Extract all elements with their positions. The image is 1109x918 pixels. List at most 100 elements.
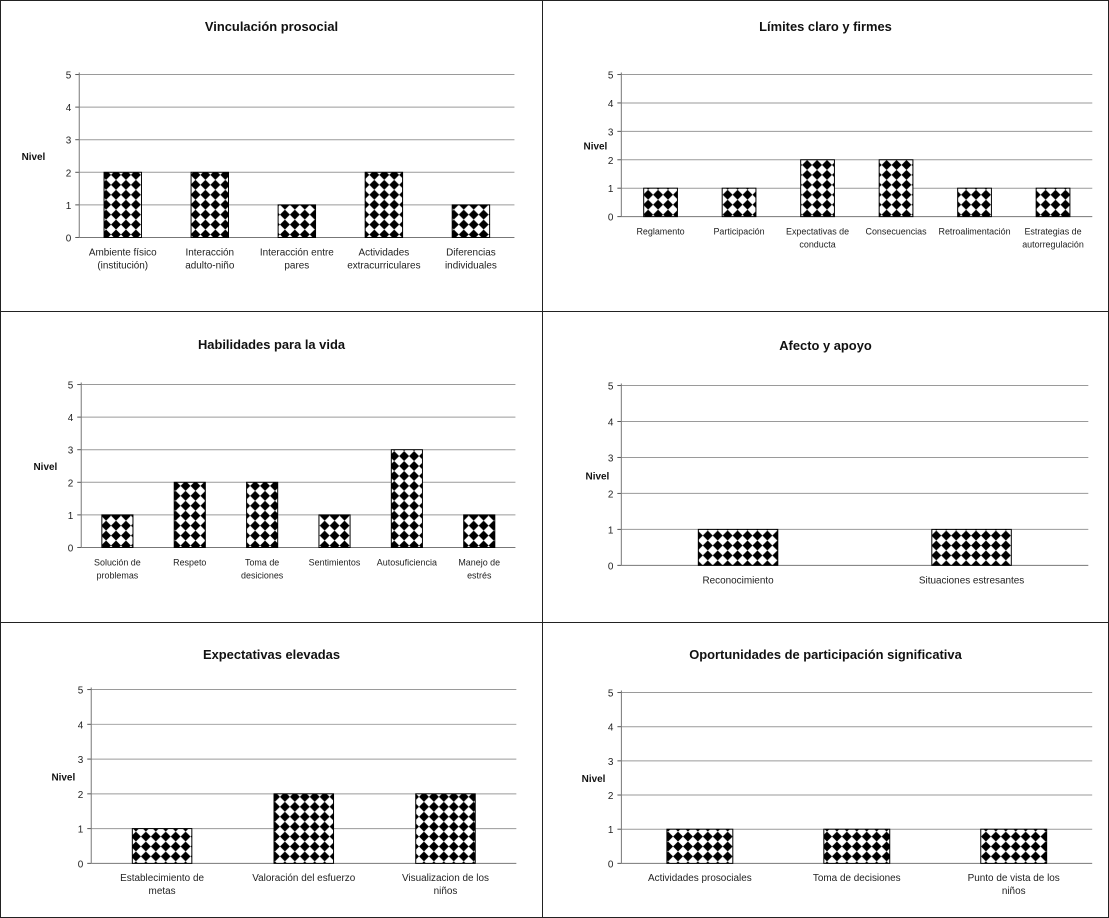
y-tick-label: 2 <box>68 478 74 489</box>
y-tick-label: 1 <box>608 525 614 536</box>
x-tick-label: extracurriculares <box>347 260 420 271</box>
x-tick-label: Retroalimentación <box>939 226 1011 236</box>
y-tick-label: 3 <box>608 757 614 768</box>
y-tick-label: 3 <box>608 127 614 138</box>
y-tick-label: 1 <box>66 201 72 212</box>
y-tick-label: 0 <box>68 543 74 554</box>
x-tick-label: desiciones <box>241 570 284 580</box>
x-tick-label: Situaciones estresantes <box>919 575 1024 586</box>
y-tick-label: 2 <box>608 791 614 802</box>
x-tick-label: Sentimientos <box>309 557 361 567</box>
y-tick-label: 1 <box>78 825 84 836</box>
x-tick-label: Reconocimiento <box>702 575 774 586</box>
chart-svg: Expectativas elevadas 0 1 2 3 4 5 Nivel Establec… <box>51 647 517 897</box>
x-tick-label: Interacción entre <box>260 247 334 258</box>
bar <box>273 793 335 864</box>
chart-title: Habilidades para la vida <box>198 337 346 352</box>
x-tick-label: Actividades <box>359 247 410 258</box>
x-tick-label: Toma de decisiones <box>813 873 901 884</box>
x-tick-label: Interacción <box>186 247 235 258</box>
chart-svg: Límites claro y firmes 0 1 2 3 4 5 Nivel Reglame… <box>584 19 1093 249</box>
y-tick-label: 2 <box>66 168 72 179</box>
bar <box>131 828 193 864</box>
y-tick-label: 4 <box>66 103 72 114</box>
chart-title: Oportunidades de participación significa… <box>689 647 962 662</box>
chart-panel: Oportunidades de participación significa… <box>542 622 1109 918</box>
chart-panel: Habilidades para la vida 0 1 2 3 4 5 Nivel Soluc… <box>0 311 543 623</box>
x-tick-label: Actividades prosociales <box>648 873 752 884</box>
y-axis-label: Nivel <box>584 142 608 153</box>
x-tick-label: pares <box>284 260 309 271</box>
bar <box>643 187 678 218</box>
y-tick-label: 0 <box>608 213 614 224</box>
y-axis-label: Nivel <box>586 471 610 482</box>
x-tick-label: Punto de vista de los <box>968 873 1060 884</box>
x-tick-label: Participación <box>713 226 764 236</box>
y-axis-label: Nivel <box>22 152 46 163</box>
x-tick-label: Solución de <box>94 557 141 567</box>
bar <box>173 481 206 548</box>
y-tick-label: 4 <box>78 720 84 731</box>
chart-panel: Expectativas elevadas 0 1 2 3 4 5 Nivel Establec… <box>0 622 543 918</box>
x-tick-label: metas <box>149 886 176 897</box>
y-tick-label: 1 <box>68 511 74 522</box>
y-tick-label: 1 <box>608 825 614 836</box>
x-tick-label: individuales <box>445 260 497 271</box>
bar <box>318 514 351 548</box>
y-tick-label: 4 <box>608 723 614 734</box>
bar <box>931 528 1012 566</box>
y-tick-label: 0 <box>608 859 614 870</box>
x-tick-label: Toma de <box>245 557 279 567</box>
bar <box>101 514 134 548</box>
y-tick-label: 5 <box>68 381 74 392</box>
y-tick-label: 4 <box>608 99 614 110</box>
bar <box>666 828 734 864</box>
chart-title: Expectativas elevadas <box>203 647 340 662</box>
bar <box>190 171 230 238</box>
x-tick-label: Autosuficiencia <box>377 557 437 567</box>
y-tick-label: 4 <box>608 417 614 428</box>
chart-title: Vinculación prosocial <box>205 19 338 34</box>
x-tick-label: Expectativas de <box>786 226 849 236</box>
bar <box>721 187 757 218</box>
y-tick-label: 0 <box>608 561 614 572</box>
chart-svg: Afecto y apoyo 0 1 2 3 4 5 Nivel Reconocimiento S… <box>586 338 1089 586</box>
x-tick-label: estrés <box>467 570 492 580</box>
chart-panel: Límites claro y firmes 0 1 2 3 4 5 Nivel Reglame… <box>542 0 1109 312</box>
y-tick-label: 4 <box>68 413 74 424</box>
x-tick-label: Estrategias de <box>1024 226 1081 236</box>
bar <box>415 793 476 864</box>
y-tick-label: 0 <box>66 233 72 244</box>
bar <box>1035 187 1071 218</box>
x-tick-label: Consecuencias <box>865 226 927 236</box>
bar <box>277 204 317 238</box>
x-tick-label: Manejo de <box>458 557 500 567</box>
x-tick-label: conducta <box>799 239 835 249</box>
chart-title: Límites claro y firmes <box>759 19 892 34</box>
chart-svg: Vinculación prosocial 0 1 2 3 4 5 Nivel Ambiente… <box>22 19 515 271</box>
x-tick-label: autorregulación <box>1022 239 1084 249</box>
x-tick-label: Ambiente físico <box>89 247 157 258</box>
y-tick-label: 3 <box>68 446 74 457</box>
bar <box>390 449 423 548</box>
chart-svg: Oportunidades de participación significa… <box>582 647 1093 897</box>
bar <box>697 528 779 566</box>
x-tick-label: Establecimiento de <box>120 873 204 884</box>
bar <box>451 204 491 238</box>
y-tick-label: 3 <box>608 453 614 464</box>
bar <box>463 514 496 548</box>
bar <box>364 171 404 238</box>
chart-svg: Habilidades para la vida 0 1 2 3 4 5 Nivel Soluc… <box>34 337 516 580</box>
bar <box>823 828 891 864</box>
y-tick-label: 1 <box>608 184 614 195</box>
y-tick-label: 5 <box>608 689 614 700</box>
x-tick-label: Reglamento <box>636 226 684 236</box>
y-tick-label: 2 <box>608 156 614 167</box>
y-tick-label: 5 <box>66 71 72 82</box>
chart-panel: Afecto y apoyo 0 1 2 3 4 5 Nivel Reconocimiento S… <box>542 311 1109 623</box>
chart-panel: Vinculación prosocial 0 1 2 3 4 5 Nivel Ambiente… <box>0 0 543 312</box>
y-axis-label: Nivel <box>51 772 75 783</box>
x-tick-label: (institución) <box>97 260 148 271</box>
y-tick-label: 3 <box>66 136 72 147</box>
